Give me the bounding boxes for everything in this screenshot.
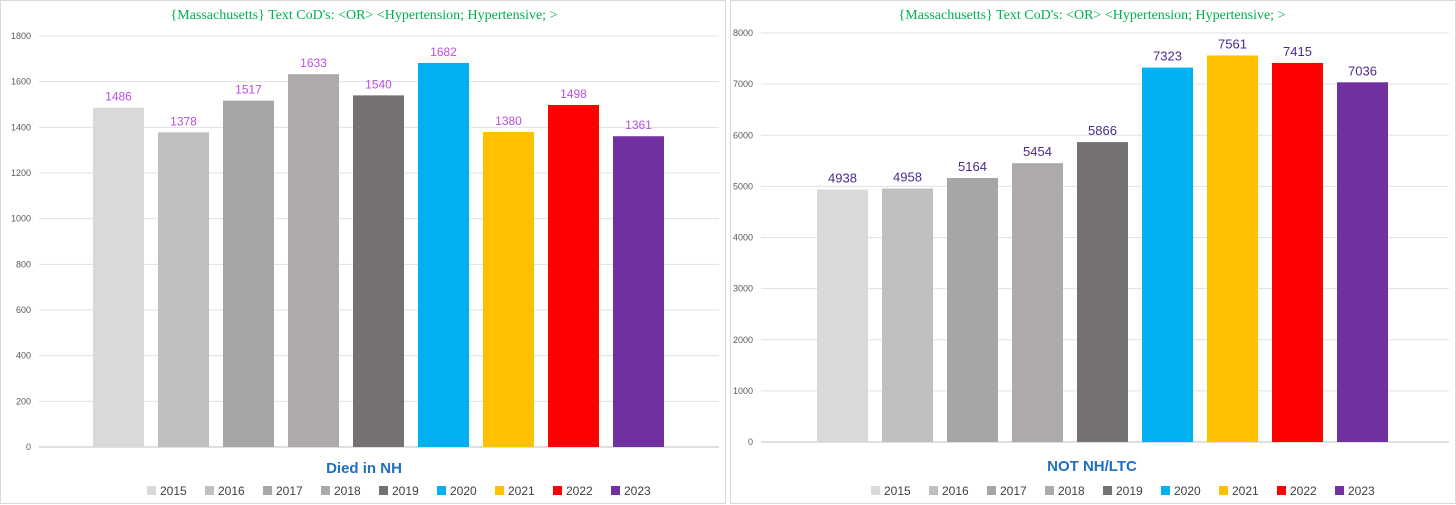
y-tick-label: 2000 <box>733 335 753 345</box>
y-tick-label: 200 <box>16 396 31 406</box>
bar-2021 <box>1207 55 1258 442</box>
legend-label-2017: 2017 <box>1000 484 1027 498</box>
data-label-2015: 4938 <box>828 171 857 186</box>
legend-label-2021: 2021 <box>1232 484 1259 498</box>
bar-2017 <box>947 177 998 443</box>
legend-label-2022: 2022 <box>566 484 593 498</box>
data-label-2022: 1498 <box>560 87 587 101</box>
y-tick-label: 3000 <box>733 284 753 294</box>
y-tick-label: 1600 <box>11 77 31 87</box>
y-tick-label: 6000 <box>733 130 753 140</box>
legend-label-2016: 2016 <box>218 484 245 498</box>
bar-2022 <box>1272 62 1323 443</box>
y-tick-label: 8000 <box>733 28 753 38</box>
legend-swatch-2022 <box>553 486 562 495</box>
y-tick-label: 5000 <box>733 181 753 191</box>
data-label-2023: 7036 <box>1348 63 1377 78</box>
y-tick-label: 0 <box>748 437 753 447</box>
y-tick-label: 1000 <box>11 214 31 224</box>
legend-swatch-2023 <box>1335 486 1344 495</box>
legend-label-2018: 2018 <box>1058 484 1085 498</box>
y-tick-label: 1000 <box>733 386 753 396</box>
data-label-2016: 1378 <box>170 114 197 128</box>
chart-panel-died-in-nh: {Massachusetts} Text CoD's: <OR> <Hypert… <box>0 0 726 504</box>
legend-label-2020: 2020 <box>450 484 477 498</box>
y-tick-label: 1400 <box>11 122 31 132</box>
bar-2019 <box>353 95 404 447</box>
legend-swatch-2019 <box>379 486 388 495</box>
bar-2023 <box>1337 82 1388 443</box>
data-label-2016: 4958 <box>893 170 922 185</box>
y-tick-label: 1200 <box>11 168 31 178</box>
bar-2021 <box>483 131 534 447</box>
legend-label-2015: 2015 <box>884 484 911 498</box>
bar-chart-not-nh-ltc: {Massachusetts} Text CoD's: <OR> <Hypert… <box>733 8 1449 498</box>
bar-2017 <box>223 100 274 447</box>
legend-swatch-2016 <box>929 486 938 495</box>
bar-2020 <box>1142 67 1193 442</box>
legend-swatch-2021 <box>1219 486 1228 495</box>
data-label-2019: 1540 <box>365 77 392 91</box>
legend-swatch-2018 <box>1045 486 1054 495</box>
legend-swatch-2020 <box>1161 486 1170 495</box>
data-label-2021: 1380 <box>495 114 522 128</box>
bar-2016 <box>882 188 933 442</box>
legend-label-2017: 2017 <box>276 484 303 498</box>
data-label-2019: 5866 <box>1088 123 1117 138</box>
legend-swatch-2020 <box>437 486 446 495</box>
legend-label-2019: 2019 <box>1116 484 1143 498</box>
y-tick-label: 1800 <box>11 31 31 41</box>
chart-subtitle: NOT NH/LTC <box>1047 458 1137 475</box>
bar-2018 <box>288 74 339 448</box>
y-tick-label: 0 <box>26 442 31 452</box>
y-tick-label: 7000 <box>733 79 753 89</box>
data-label-2018: 5454 <box>1023 144 1052 159</box>
legend-label-2019: 2019 <box>392 484 419 498</box>
chart-title: {Massachusetts} Text CoD's: <OR> <Hypert… <box>171 8 558 23</box>
y-tick-label: 600 <box>16 305 31 315</box>
bar-2023 <box>613 136 664 447</box>
bar-2016 <box>158 132 209 447</box>
chart-panel-not-nh-ltc: {Massachusetts} Text CoD's: <OR> <Hypert… <box>730 0 1456 504</box>
bar-2020 <box>418 62 469 448</box>
legend-swatch-2015 <box>147 486 156 495</box>
legend-swatch-2016 <box>205 486 214 495</box>
data-label-2020: 7323 <box>1153 49 1182 64</box>
legend-swatch-2019 <box>1103 486 1112 495</box>
data-label-2023: 1361 <box>625 118 652 132</box>
chart-subtitle: Died in NH <box>326 460 402 477</box>
data-label-2018: 1633 <box>300 56 327 70</box>
legend-label-2021: 2021 <box>508 484 535 498</box>
bar-2015 <box>817 189 868 442</box>
y-tick-label: 400 <box>16 351 31 361</box>
legend-swatch-2017 <box>987 486 996 495</box>
y-tick-label: 4000 <box>733 233 753 243</box>
legend-label-2016: 2016 <box>942 484 969 498</box>
legend-swatch-2017 <box>263 486 272 495</box>
legend-label-2022: 2022 <box>1290 484 1317 498</box>
bar-chart-died-in-nh: {Massachusetts} Text CoD's: <OR> <Hypert… <box>11 8 719 498</box>
legend-label-2023: 2023 <box>624 484 651 498</box>
data-label-2015: 1486 <box>105 90 132 104</box>
legend-label-2015: 2015 <box>160 484 187 498</box>
bar-2022 <box>548 104 599 447</box>
legend-label-2020: 2020 <box>1174 484 1201 498</box>
legend-swatch-2015 <box>871 486 880 495</box>
legend-label-2023: 2023 <box>1348 484 1375 498</box>
legend-swatch-2022 <box>1277 486 1286 495</box>
bar-2015 <box>93 107 144 448</box>
data-label-2021: 7561 <box>1218 36 1247 51</box>
bar-2019 <box>1077 142 1128 442</box>
legend-label-2018: 2018 <box>334 484 361 498</box>
data-label-2022: 7415 <box>1283 44 1312 59</box>
legend-swatch-2021 <box>495 486 504 495</box>
data-label-2017: 5164 <box>958 159 987 174</box>
chart-title: {Massachusetts} Text CoD's: <OR> <Hypert… <box>899 8 1286 23</box>
bar-2018 <box>1012 163 1063 442</box>
data-label-2017: 1517 <box>235 83 262 97</box>
y-tick-label: 800 <box>16 259 31 269</box>
data-label-2020: 1682 <box>430 45 457 59</box>
legend-swatch-2023 <box>611 486 620 495</box>
legend-swatch-2018 <box>321 486 330 495</box>
